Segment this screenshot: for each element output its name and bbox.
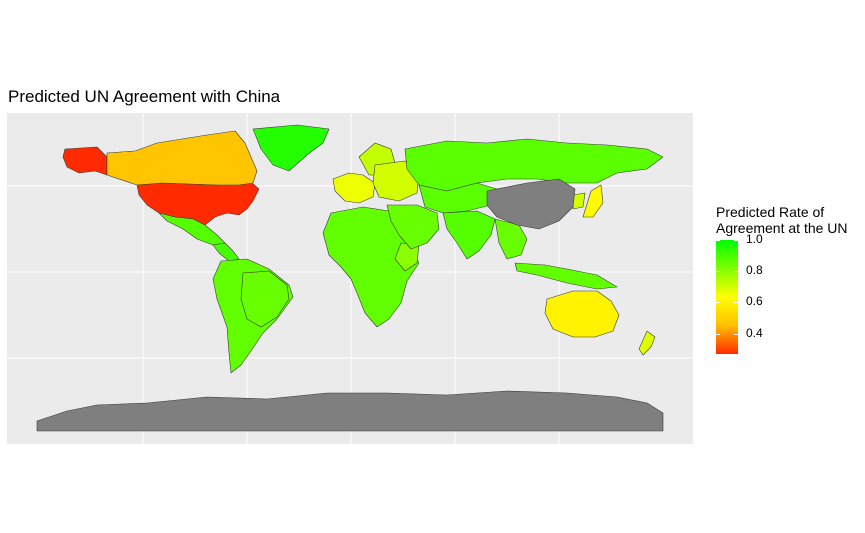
legend-tick-label: 0.8 xyxy=(746,263,763,278)
legend-tick-mark xyxy=(716,240,720,241)
legend-tick-mark xyxy=(716,302,720,304)
legend-tick-mark xyxy=(734,240,738,241)
region-japan xyxy=(582,184,604,218)
legend-tick-label: 0.4 xyxy=(746,325,763,340)
region-antarctica xyxy=(36,390,664,432)
legend-colorbar xyxy=(716,240,738,354)
region-china xyxy=(486,178,576,230)
legend-tick-mark xyxy=(716,271,720,273)
map-title: Predicted UN Agreement with China xyxy=(8,87,281,106)
region-central-america xyxy=(212,242,240,262)
region-alaska xyxy=(62,146,108,176)
region-middle-east xyxy=(386,204,440,250)
map-regions xyxy=(36,124,664,432)
region-new-zealand xyxy=(638,330,656,356)
region-western-europe xyxy=(332,172,376,204)
legend-tick-mark xyxy=(734,271,738,273)
legend-title: Predicted Rate of Agreement at the UN xyxy=(716,204,848,236)
region-brazil xyxy=(240,270,290,328)
legend-title-line1: Predicted Rate of xyxy=(716,204,825,220)
region-canada xyxy=(106,130,258,186)
legend-tick-mark xyxy=(734,333,738,335)
region-australia xyxy=(544,290,620,338)
legend-tick-mark xyxy=(734,302,738,304)
region-south-asia xyxy=(442,210,496,260)
legend-tick-label: 0.6 xyxy=(746,294,763,309)
region-indonesia xyxy=(514,262,618,290)
legend-tick-mark xyxy=(716,333,720,335)
map-panel xyxy=(7,113,693,444)
region-korea xyxy=(572,192,586,210)
legend-tick-label: 1.0 xyxy=(746,232,763,246)
legend-title-line2: Agreement at the UN xyxy=(716,220,848,236)
region-greenland xyxy=(252,124,330,172)
